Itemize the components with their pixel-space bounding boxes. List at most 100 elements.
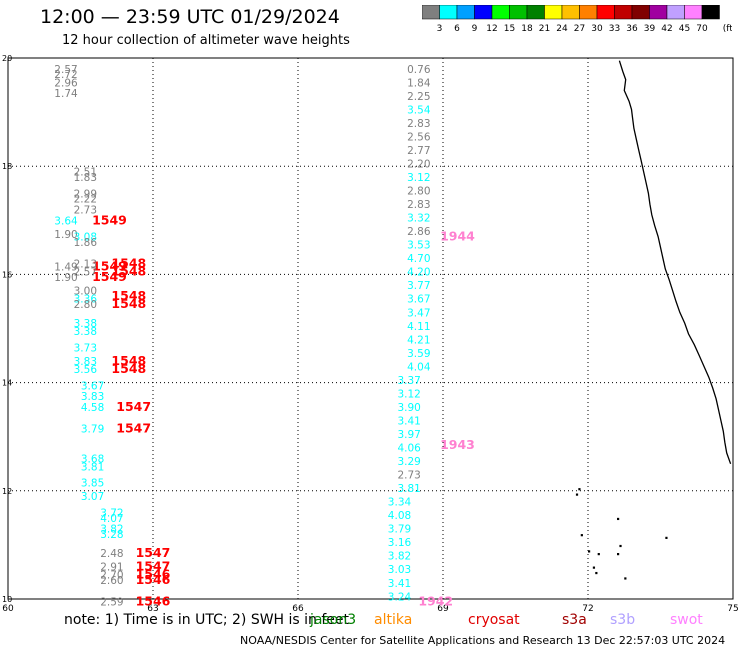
- wave-height-value: 3.12: [397, 388, 420, 400]
- island: [617, 517, 620, 521]
- wave-height-value: 2.13: [74, 259, 97, 271]
- wave-height-value: 4.20: [407, 267, 430, 279]
- wave-height-value: 2.20: [407, 158, 430, 170]
- wave-height-value: 3.79: [388, 524, 411, 536]
- wave-height-value: 3.34: [388, 497, 412, 509]
- credit-footer: NOAA/NESDIS Center for Satellite Applica…: [240, 634, 726, 647]
- wave-height-value: 3.12: [407, 172, 430, 184]
- wave-height-value: 2.56: [407, 131, 431, 143]
- wave-height-value: 4.04: [407, 361, 431, 373]
- wave-height-value: 2.60: [100, 575, 123, 587]
- island: [624, 577, 627, 580]
- latitude-tick-label: 20: [2, 54, 12, 63]
- wave-height-value: 3.41: [388, 578, 411, 590]
- wave-height-value: 3.24: [388, 591, 412, 603]
- island: [665, 536, 668, 539]
- wave-height-value: 1.90: [54, 229, 77, 241]
- wave-height-value: 2.70: [100, 570, 123, 582]
- colorbar-tick-label: 42: [661, 24, 672, 34]
- wave-height-value: 3.00: [74, 286, 97, 298]
- wave-height-value: 3.16: [388, 537, 412, 549]
- latitude-tick-label: 14: [2, 379, 12, 388]
- island: [595, 571, 598, 575]
- wave-height-value: 4.11: [407, 321, 430, 333]
- pass-time-label: 1548: [111, 361, 146, 376]
- wave-height-value: 3.47: [407, 307, 430, 319]
- wave-height-value: 2.83: [407, 199, 430, 211]
- wave-height-value: 3.97: [397, 429, 420, 441]
- pass-time-label: 1547: [116, 399, 151, 414]
- wave-height-value: 3.67: [81, 380, 104, 392]
- wave-height-value: 3.59: [407, 348, 430, 360]
- wave-height-value: 3.37: [397, 375, 420, 387]
- units-note: note: 1) Time is in UTC; 2) SWH is in fe…: [64, 612, 349, 628]
- pass-time-label: 1547: [136, 559, 171, 574]
- latitude-tick-label: 18: [2, 162, 12, 171]
- pass-time-label: 1548: [111, 264, 146, 279]
- island: [619, 544, 622, 548]
- wave-height-value: 3.28: [100, 529, 123, 541]
- wave-height-value: 2.83: [407, 118, 430, 130]
- wave-height-value: 1.90: [54, 272, 77, 284]
- wave-height-value: 3.56: [74, 364, 98, 376]
- wave-height-value: 2.59: [100, 597, 123, 609]
- pass-time-label: 1546: [136, 567, 171, 582]
- wave-height-value: 1.74: [54, 88, 78, 100]
- pass-time-label: 1546: [136, 594, 171, 609]
- wave-height-value: 3.32: [407, 213, 430, 225]
- island: [597, 553, 600, 556]
- satellite-legend-s3b: s3b: [610, 612, 636, 628]
- pass-time-label: 1549: [92, 258, 127, 273]
- pass-time-label: 1548: [111, 288, 146, 303]
- wave-height-value: 3.90: [397, 402, 420, 414]
- wave-height-value: 4.08: [388, 510, 411, 522]
- wave-height-value: 4.58: [81, 402, 104, 414]
- wave-height-value: 3.03: [388, 564, 411, 576]
- wave-height-value: 3.53: [407, 240, 430, 252]
- island: [592, 566, 596, 569]
- wave-height-value: 2.72: [54, 69, 77, 81]
- coastline: [618, 60, 732, 465]
- longitude-tick-label: 60: [2, 604, 14, 614]
- satellite-legend-cryosat: cryosat: [468, 612, 520, 628]
- wave-height-value: 2.80: [407, 186, 430, 198]
- wave-height-value: 3.64: [54, 215, 78, 227]
- colorbar-tick-label: 24: [556, 24, 568, 34]
- colorbar-tick-label: 21: [539, 24, 550, 34]
- pass-time-label: 1548: [111, 296, 146, 311]
- wave-height-value: 4.21: [407, 334, 430, 346]
- wave-height-value: 3.77: [407, 280, 430, 292]
- colorbar-tick-label: 36: [626, 24, 638, 34]
- wave-height-value: 3.68: [81, 453, 104, 465]
- latitude-tick-label: 12: [2, 487, 12, 496]
- wave-height-value: 2.91: [100, 562, 123, 574]
- island: [617, 553, 620, 556]
- longitude-tick-label: 66: [292, 604, 304, 614]
- map-frame: [7, 57, 734, 600]
- colorbar-tick-label: 70: [696, 24, 708, 34]
- wave-height-value: 3.83: [74, 356, 97, 368]
- page-subtitle: 12 hour collection of altimeter wave hei…: [62, 33, 350, 48]
- wave-height-value: 2.73: [397, 470, 420, 482]
- wave-height-value: 1.84: [407, 77, 431, 89]
- longitude-tick-label: 63: [147, 604, 158, 614]
- longitude-tick-label: 69: [437, 604, 449, 614]
- colorbar-swatch: [701, 5, 720, 20]
- pass-time-label: 1548: [111, 353, 146, 368]
- wave-height-value: 1.49: [54, 261, 77, 273]
- wave-height-value: 3.36: [74, 294, 98, 306]
- wave-height-value: 4.70: [407, 253, 430, 265]
- wave-height-value: 2.77: [407, 145, 430, 157]
- pass-time-label: 1546: [136, 572, 171, 587]
- longitude-tick-label: 72: [582, 604, 593, 614]
- page-title: 12:00 — 23:59 UTC 01/29/2024: [40, 6, 340, 28]
- wave-height-value: 3.38: [74, 326, 97, 338]
- wave-height-value: 3.83: [81, 391, 104, 403]
- satellite-legend-swot: swot: [670, 612, 703, 628]
- pass-time-label: 1549: [92, 269, 127, 284]
- island: [588, 550, 591, 553]
- units-note-text: note: 1) Time is in UTC; 2) SWH is in fe…: [64, 612, 350, 628]
- wave-height-value: 2.22: [74, 194, 97, 206]
- wave-height-value: 2.48: [100, 548, 123, 560]
